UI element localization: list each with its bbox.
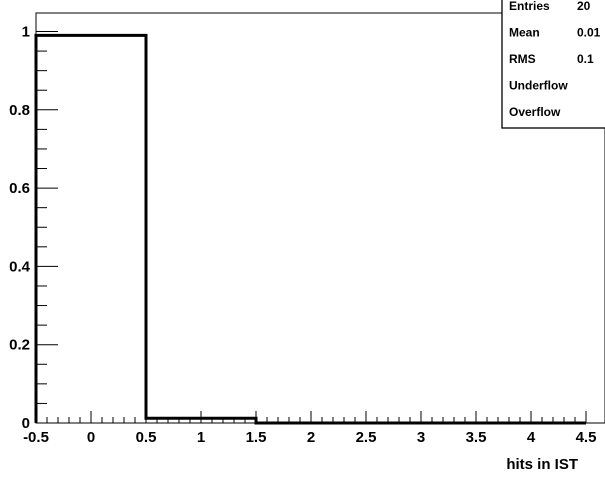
stats-label: Mean	[509, 26, 540, 40]
x-axis-title: hits in IST	[506, 456, 578, 473]
y-tick-label: 0.4	[9, 258, 31, 275]
x-tick-label: 4	[527, 429, 536, 446]
x-tick-label: 1	[197, 429, 205, 446]
y-axis: 0 0.2 0.4 0.6 0.8 1	[9, 24, 58, 432]
stats-value: 0.01	[577, 26, 601, 40]
x-axis: -0.5 0 0.5 1 1.5 2 2.5 3 3.5 4 4.5	[23, 411, 596, 446]
histogram-bin	[36, 35, 146, 423]
stats-box-frame	[501, 0, 605, 129]
stats-value: 0.1	[577, 52, 594, 66]
histogram-outline	[34, 33, 586, 425]
y-tick-label: 0.8	[9, 102, 30, 119]
stats-value: 20	[577, 0, 591, 13]
y-tick-label: 0.2	[9, 337, 30, 354]
stats-label: Entries	[509, 0, 550, 13]
x-tick-label: 3.5	[466, 429, 487, 446]
x-tick-label: 4.5	[576, 429, 597, 446]
stats-label: Underflow	[509, 79, 568, 93]
x-tick-label: 0	[87, 429, 95, 446]
stats-label: RMS	[509, 52, 536, 66]
x-tick-label: 1.5	[246, 429, 267, 446]
stats-box: Entries 20 Mean 0.01 RMS 0.1 Underflow Overflow	[501, 0, 605, 129]
stats-label: Overflow	[509, 105, 561, 119]
x-tick-label: 2.5	[356, 429, 377, 446]
x-tick-label: -0.5	[23, 429, 49, 446]
y-tick-label: 0	[22, 415, 30, 432]
y-tick-label: 0.6	[9, 180, 30, 197]
x-tick-label: 3	[417, 429, 425, 446]
y-tick-label: 1	[22, 24, 30, 41]
x-tick-label: 0.5	[136, 429, 157, 446]
x-tick-label: 2	[307, 429, 315, 446]
